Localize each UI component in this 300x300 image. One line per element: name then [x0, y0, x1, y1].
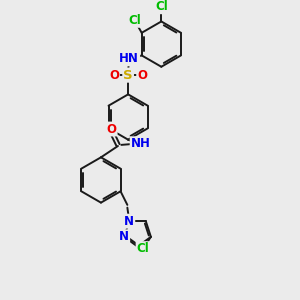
Text: Cl: Cl	[155, 0, 168, 13]
Text: S: S	[123, 69, 133, 82]
Text: Cl: Cl	[128, 14, 141, 27]
Text: N: N	[124, 215, 134, 228]
Text: O: O	[137, 69, 147, 82]
Text: HN: HN	[119, 52, 139, 65]
Text: O: O	[106, 122, 117, 136]
Text: NH: NH	[130, 137, 151, 150]
Text: Cl: Cl	[136, 242, 149, 255]
Text: O: O	[109, 69, 119, 82]
Text: N: N	[119, 230, 129, 243]
